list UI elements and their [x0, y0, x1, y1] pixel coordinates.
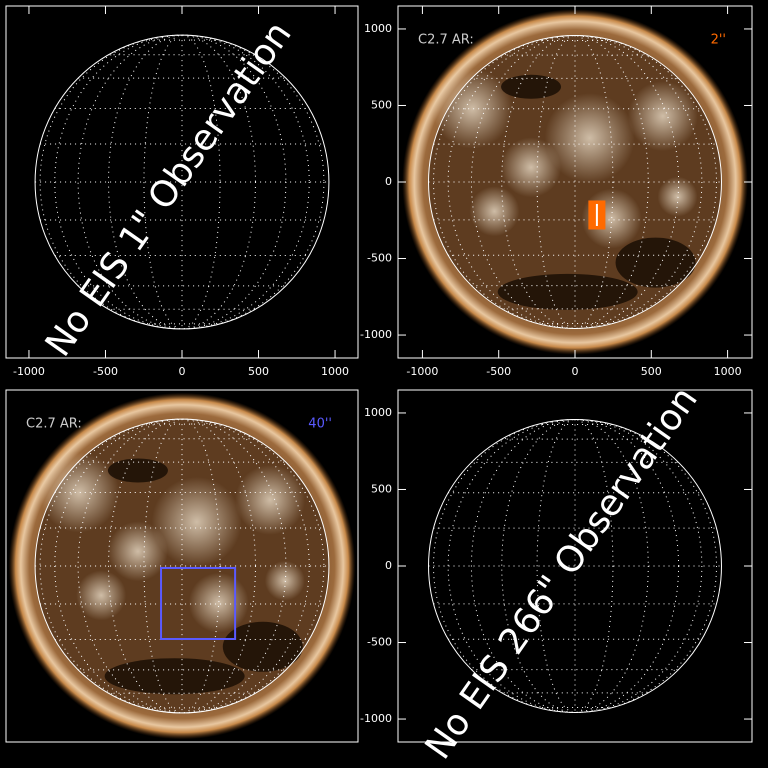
bright-region	[264, 560, 305, 601]
eis-raster-box	[160, 566, 237, 641]
bright-region	[544, 93, 635, 184]
bright-region	[39, 452, 120, 533]
coronal-hole	[615, 237, 696, 288]
meridian	[143, 418, 221, 714]
coronal-hole	[501, 74, 562, 99]
bright-region	[235, 464, 306, 535]
x-tick-label: 1000	[714, 365, 742, 378]
meridian	[433, 419, 717, 713]
bright-region	[469, 186, 520, 237]
y-tick-label: -500	[367, 252, 392, 265]
bright-region	[657, 176, 698, 217]
meridian	[54, 34, 310, 330]
flare-label: C2.7 AR:	[26, 417, 82, 432]
y-tick-label: -1000	[360, 328, 392, 341]
meridian	[447, 419, 703, 713]
meridian	[54, 418, 310, 714]
slit-size-label: 2''	[711, 33, 726, 48]
y-tick-label: 500	[371, 482, 392, 495]
y-tick-label: 0	[385, 175, 392, 188]
flare-label: C2.7 AR:	[418, 33, 474, 48]
y-tick-label: -1000	[360, 712, 392, 725]
coronal-hole	[107, 458, 168, 483]
x-tick-label: 0	[572, 365, 579, 378]
bright-region	[107, 521, 168, 582]
x-tick-label: -500	[486, 365, 511, 378]
bright-region	[627, 81, 698, 152]
panel: C2.7 AR: 40''	[5, 389, 359, 743]
coronal-hole	[222, 621, 303, 672]
x-tick-label: -1000	[13, 365, 45, 378]
x-tick-label: -1000	[406, 365, 438, 378]
x-tick-label: 500	[641, 365, 662, 378]
plot-frame	[5, 389, 359, 743]
bright-region	[76, 570, 127, 621]
meridian	[447, 35, 703, 329]
x-tick-label: 0	[179, 365, 186, 378]
slit-size-label: 40''	[308, 417, 332, 432]
x-tick-label: 1000	[321, 365, 349, 378]
bright-region	[432, 68, 513, 149]
y-tick-label: -500	[367, 636, 392, 649]
meridian	[501, 35, 649, 329]
panel: -1000 -500 0 500 1000 -1000 -500 0 500 1000 C2.7 A…	[360, 5, 753, 378]
bright-region	[501, 137, 562, 198]
y-tick-label: 1000	[364, 406, 392, 419]
coronal-hole	[104, 658, 245, 695]
meridian	[433, 35, 717, 329]
meridian	[536, 35, 614, 329]
x-tick-label: -500	[93, 365, 118, 378]
y-tick-label: 1000	[364, 22, 392, 35]
meridian	[501, 419, 649, 713]
y-tick-label: 500	[371, 98, 392, 111]
x-tick-label: 500	[248, 365, 269, 378]
meridian	[536, 419, 614, 713]
meridian	[143, 34, 221, 330]
y-tick-label: 0	[385, 559, 392, 572]
bright-region	[188, 572, 249, 633]
